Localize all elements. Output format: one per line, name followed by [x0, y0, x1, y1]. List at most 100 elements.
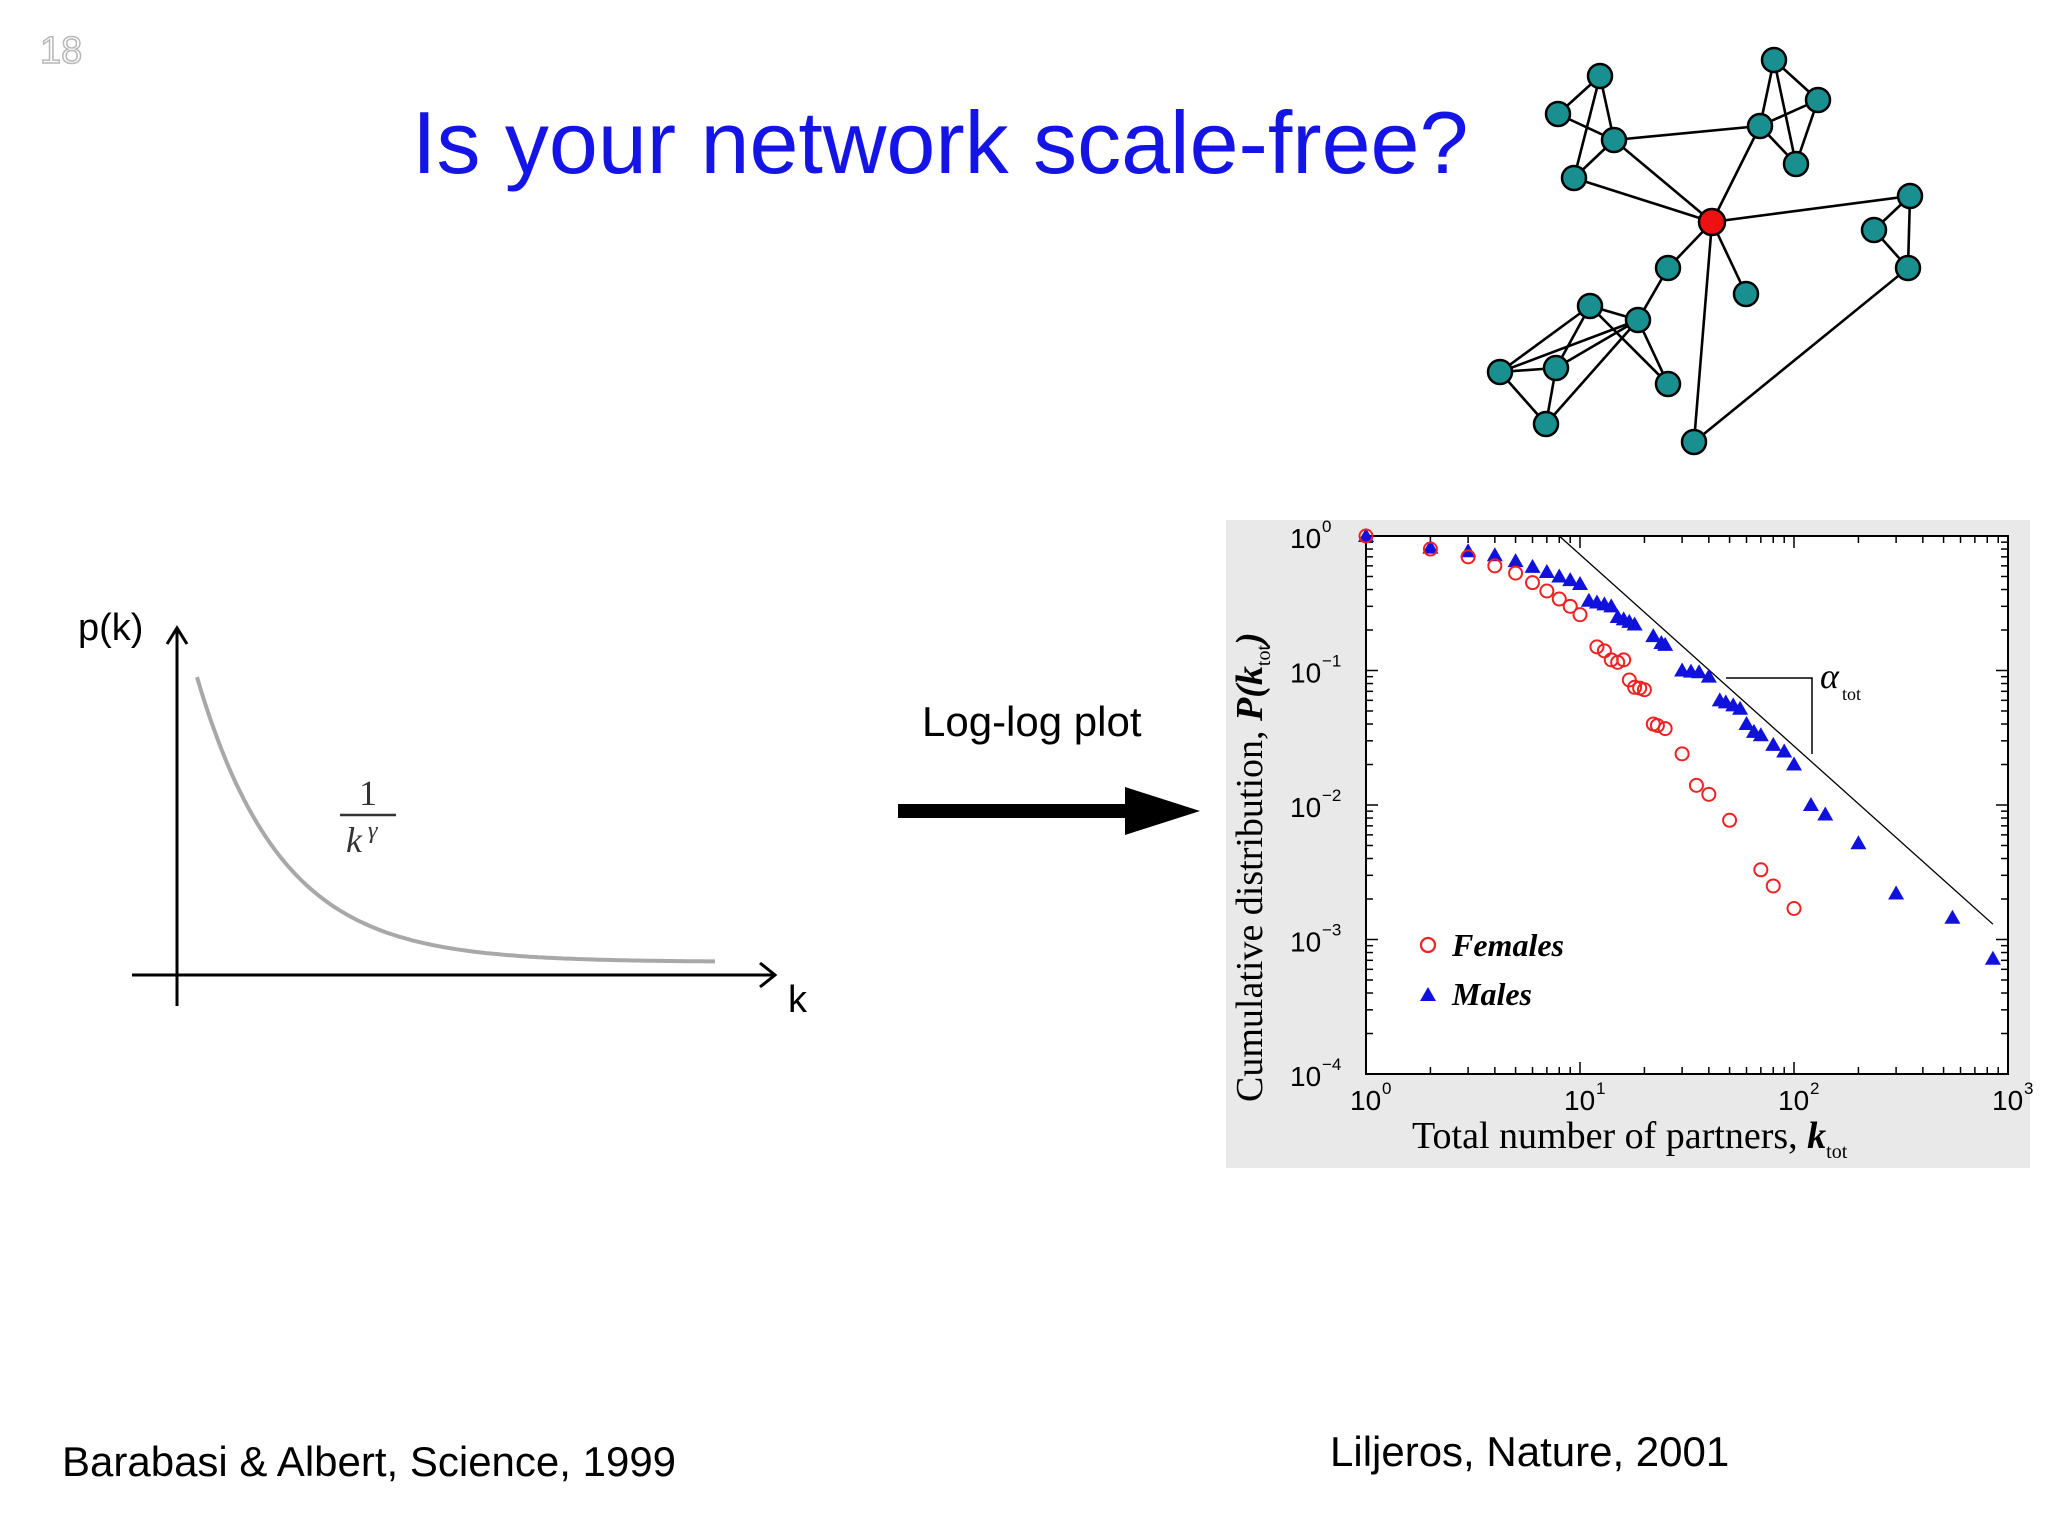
- x-tick-label-exponent: 1: [1596, 1079, 1605, 1098]
- network-edge: [1545, 319, 1639, 425]
- females-point: [1649, 718, 1665, 734]
- females-point: [1508, 565, 1524, 581]
- males-point: [1776, 743, 1793, 758]
- sketch-x-label: k: [788, 979, 808, 1021]
- males-point: [1551, 568, 1568, 583]
- females-point: [1616, 652, 1632, 668]
- curve-label-numerator: 1: [359, 773, 377, 813]
- network-node: [1542, 354, 1570, 382]
- network-node: [1680, 428, 1708, 456]
- loglog-figure: 10 0 10 1 10 2 10 310 010 −110 −210 −310 −4 α tot Fe…: [1226, 517, 2033, 1168]
- y-tick-label-exponent: −4: [1322, 1055, 1341, 1074]
- curve-label-exponent: γ: [368, 818, 378, 844]
- network-node: [1732, 280, 1760, 308]
- network-node: [1782, 150, 1810, 178]
- males-point: [1486, 547, 1503, 562]
- network-edge: [1573, 176, 1713, 224]
- females-point: [1786, 901, 1802, 917]
- legend-males-marker: [1420, 987, 1436, 1001]
- males-point: [1657, 636, 1674, 651]
- males-point: [1850, 835, 1867, 850]
- slide-title: Is your network scale-free?: [412, 93, 1469, 192]
- males-point: [1422, 539, 1439, 554]
- females-point: [1551, 591, 1567, 607]
- males-point: [1752, 727, 1769, 742]
- males-point: [1524, 558, 1541, 573]
- reference-slope-line: [1558, 535, 1994, 925]
- females-point: [1358, 528, 1374, 544]
- y-tick-label-exponent: −3: [1322, 921, 1341, 940]
- x-tick-label-exponent: 3: [2024, 1079, 2033, 1098]
- y-tick-label: 10: [1290, 523, 1321, 554]
- network-node: [1544, 100, 1572, 128]
- females-point: [1701, 786, 1717, 802]
- network-edge: [1572, 75, 1602, 179]
- sketch-y-label: p(k): [78, 607, 143, 649]
- x-tick-label: 10: [1350, 1085, 1381, 1116]
- males-point: [1562, 572, 1579, 587]
- network-node: [1654, 370, 1682, 398]
- legend: Females Males: [1419, 927, 1564, 1012]
- network-hub-node: [1697, 207, 1727, 237]
- males-point: [1984, 950, 2001, 965]
- males-point: [1732, 700, 1749, 715]
- plot-area: [1365, 535, 2009, 1075]
- citation-right: Liljeros, Nature, 2001: [1330, 1428, 1730, 1475]
- arrow-label: Log-log plot: [922, 698, 1142, 745]
- y-axis-title-text: Cumulative distribution,: [1229, 721, 1271, 1102]
- alpha-annotation: α: [1820, 656, 1840, 696]
- females-point: [1589, 639, 1605, 655]
- network-node: [1576, 292, 1604, 320]
- y-axis-title-sub: tot: [1253, 645, 1275, 667]
- x-tick-label: 10: [1992, 1085, 2023, 1116]
- males-point: [1603, 598, 1620, 613]
- citation-left: Barabasi & Albert, Science, 1999: [62, 1438, 677, 1485]
- network-edge: [1613, 124, 1761, 142]
- males-point: [1572, 575, 1588, 590]
- network-node: [1624, 306, 1652, 334]
- network-node: [1486, 358, 1514, 386]
- females-point: [1627, 679, 1643, 695]
- males-point: [1691, 664, 1708, 679]
- network-node: [1586, 62, 1614, 90]
- females-point: [1674, 746, 1690, 762]
- y-tick-label-exponent: −1: [1322, 652, 1341, 671]
- y-tick-label: 10: [1290, 1061, 1321, 1092]
- y-axis-title: Cumulative distribution, P(ktot): [1229, 632, 1275, 1102]
- network-edge: [1555, 318, 1639, 370]
- males-point: [1786, 756, 1802, 771]
- network-node: [1894, 254, 1922, 282]
- y-tick-label-exponent: −2: [1322, 786, 1341, 805]
- network-edge: [1499, 318, 1639, 374]
- legend-males-label: Males: [1451, 976, 1532, 1012]
- females-point: [1765, 878, 1781, 894]
- network-node: [1860, 216, 1888, 244]
- x-axis-title-var: k: [1807, 1115, 1826, 1157]
- arrow-head: [1125, 787, 1200, 835]
- males-point: [1888, 885, 1905, 900]
- x-tick-label: 10: [1778, 1085, 1809, 1116]
- females-point: [1562, 598, 1578, 614]
- network-diagram: [1486, 46, 1924, 456]
- alpha-annotation-subscript: tot: [1842, 684, 1861, 704]
- x-tick-label-exponent: 2: [1810, 1079, 1819, 1098]
- network-node: [1560, 164, 1588, 192]
- females-point: [1572, 607, 1588, 623]
- network-node: [1654, 254, 1682, 282]
- network-edge: [1711, 194, 1911, 224]
- females-point: [1525, 575, 1541, 591]
- females-point: [1460, 549, 1476, 565]
- network-node: [1804, 86, 1832, 114]
- males-point: [1507, 553, 1524, 568]
- x-tick-label: 10: [1564, 1085, 1595, 1116]
- power-law-sketch: p(k) k 1 k γ: [78, 607, 808, 1021]
- network-node: [1532, 410, 1560, 438]
- males-point: [1738, 716, 1755, 731]
- males-point: [1765, 736, 1782, 751]
- power-law-curve: [195, 676, 715, 964]
- y-tick-label: 10: [1290, 927, 1321, 958]
- y-tick-label-exponent: 0: [1322, 517, 1331, 536]
- network-edge: [1499, 304, 1591, 374]
- sketch-y-arrowhead: [165, 625, 189, 645]
